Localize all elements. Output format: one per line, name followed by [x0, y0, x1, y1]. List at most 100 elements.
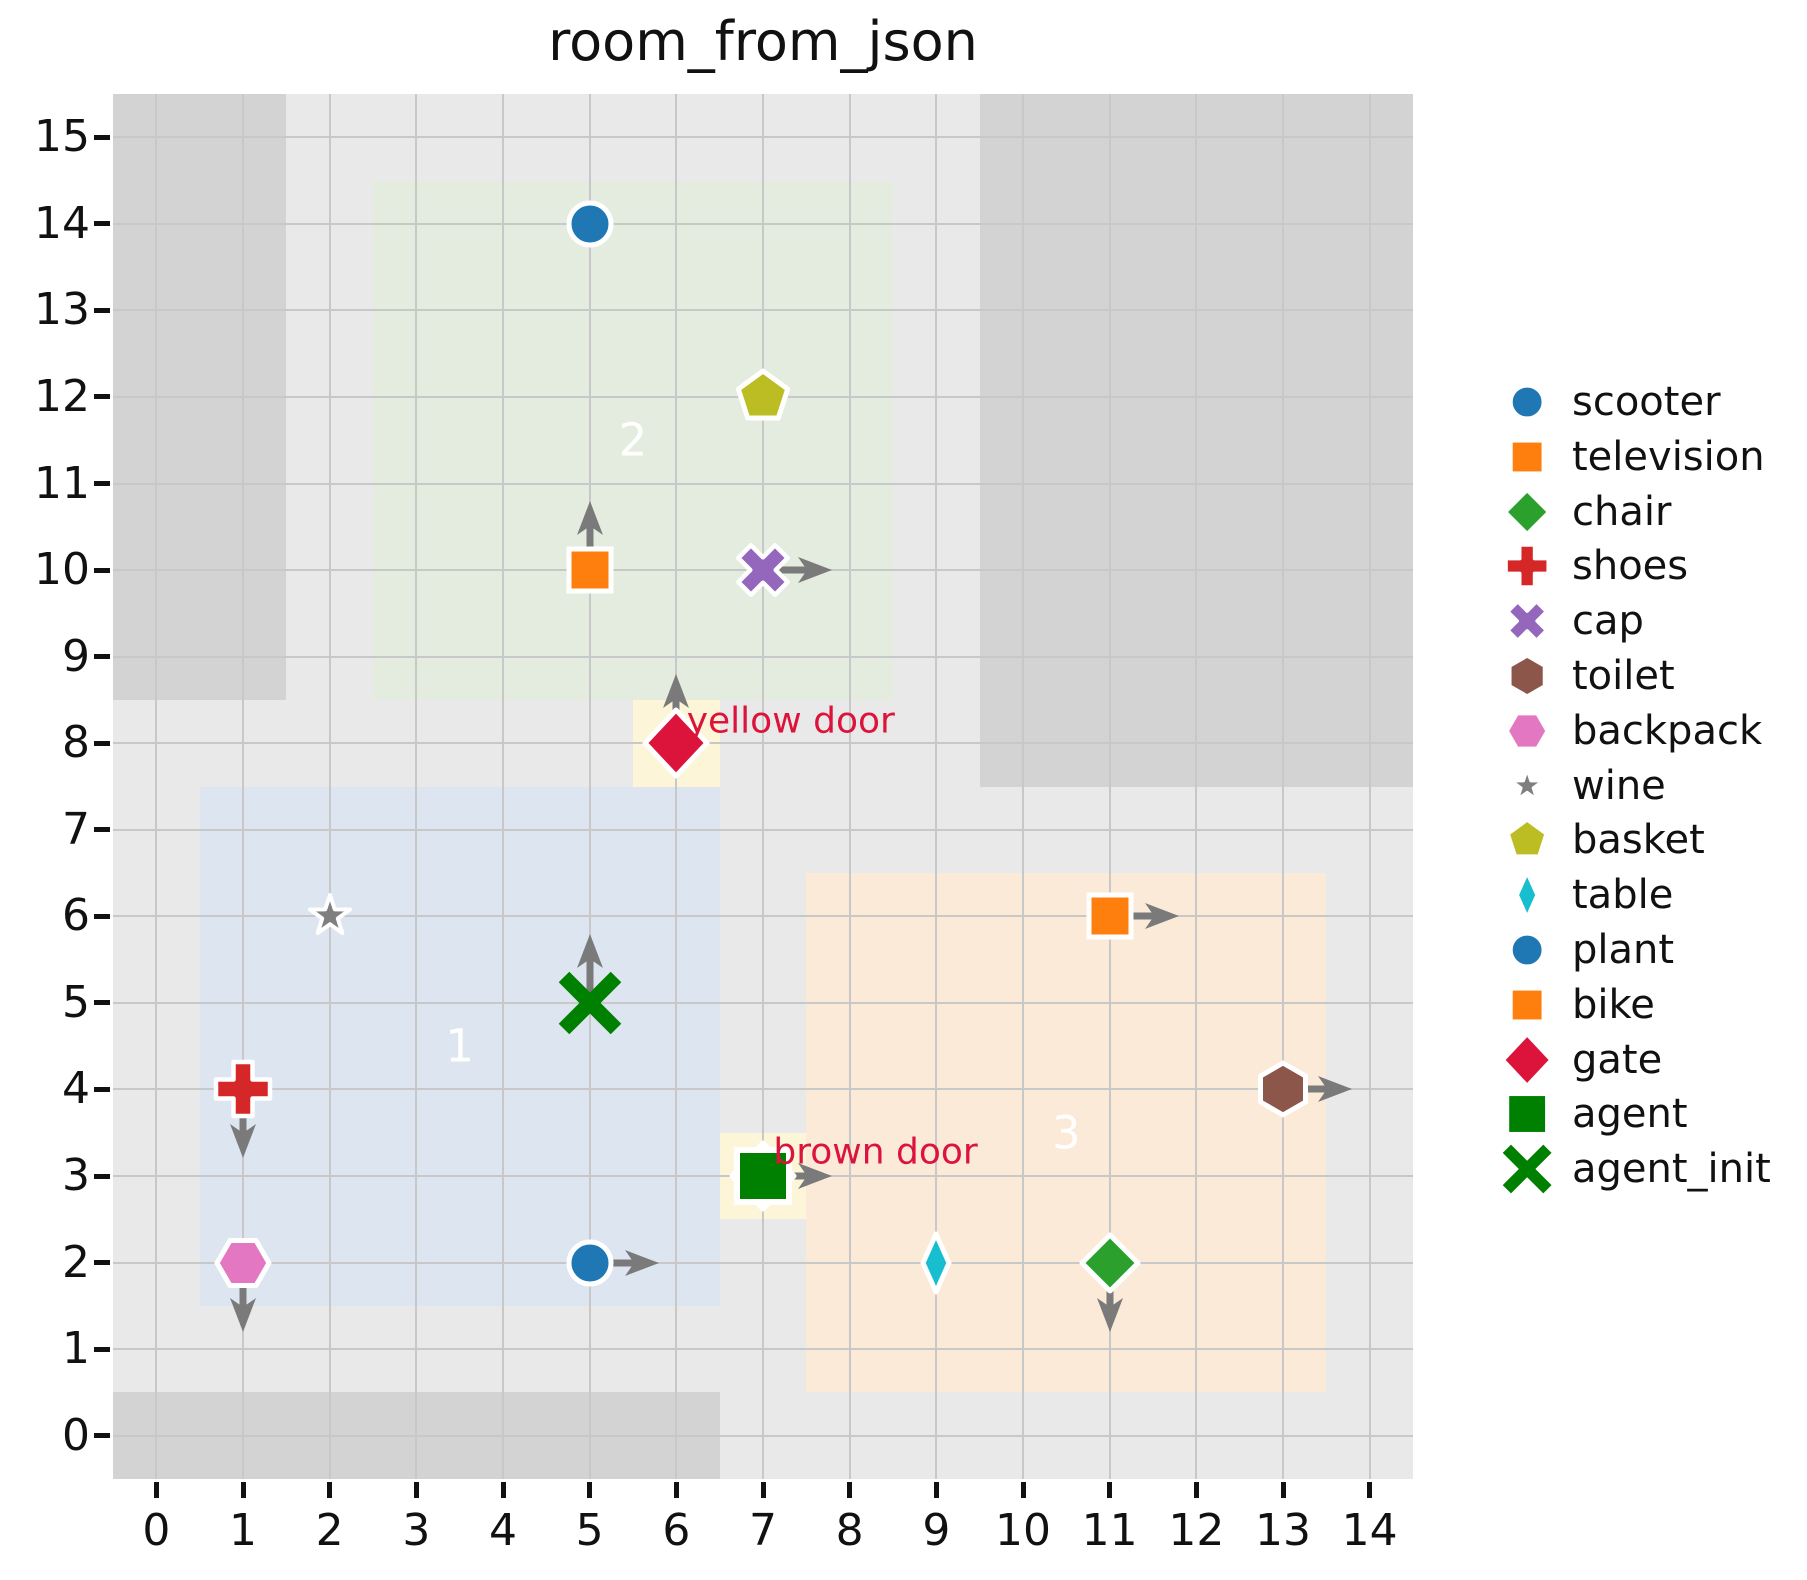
room-number-label: 3: [1052, 1106, 1081, 1160]
legend: scooter television chair shoes cap toilet back…: [1460, 0, 1807, 1580]
y-tick-mark: [94, 307, 110, 313]
y-tick-label: 6: [62, 890, 90, 942]
door-label-yellow-door: yellow door: [686, 700, 895, 742]
y-tick-label: 1: [62, 1323, 90, 1375]
legend-label: bike: [1572, 981, 1655, 1028]
y-tick-mark: [94, 827, 110, 833]
grid-line-horizontal: [113, 222, 1413, 225]
y-tick-mark: [94, 1086, 110, 1092]
marker-backpack-icon: [188, 1208, 298, 1318]
legend-label: table: [1572, 872, 1674, 919]
marker-television-icon: [535, 515, 645, 625]
legend-label: toilet: [1572, 653, 1675, 699]
grid-line-vertical: [1022, 94, 1024, 1479]
legend-label: basket: [1572, 817, 1705, 864]
x-tick-mark: [1107, 1482, 1113, 1498]
marker-shoes-icon: [188, 1034, 298, 1144]
y-tick-label: 15: [34, 111, 90, 163]
x-tick-mark: [500, 1482, 506, 1498]
marker-toilet-icon: [1228, 1034, 1338, 1144]
legend-item-wine: wine: [1460, 758, 1807, 814]
legend-television-icon: [1474, 414, 1560, 500]
plot-area: 1 2 3 yellow door brown door: [113, 94, 1413, 1479]
legend-item-gate: gate: [1460, 1031, 1807, 1088]
room-rect-3: [806, 873, 1327, 1393]
legend-label: agent: [1572, 1091, 1688, 1138]
grid-line-vertical: [1108, 94, 1111, 1479]
marker-scooter-icon: [535, 169, 645, 279]
legend-item-backpack: backpack: [1460, 703, 1807, 759]
legend-gate-icon: [1474, 1017, 1560, 1103]
y-tick-mark: [94, 1433, 110, 1439]
y-tick-label: 7: [62, 803, 90, 855]
grid-line-vertical: [848, 94, 851, 1479]
grid-line-horizontal: [113, 482, 1413, 485]
x-tick-label: 8: [835, 1505, 864, 1556]
legend-label: wine: [1572, 762, 1666, 809]
y-tick-mark: [94, 1346, 110, 1352]
x-tick-mark: [1020, 1482, 1026, 1498]
grid-line-horizontal: [113, 742, 1413, 745]
x-tick-mark: [413, 1482, 419, 1498]
y-tick-mark: [94, 481, 110, 487]
legend-item-chair: chair: [1460, 484, 1807, 540]
legend-label: backpack: [1572, 707, 1763, 754]
y-tick-label: 4: [62, 1063, 90, 1115]
grid-line-vertical: [1282, 94, 1284, 1479]
legend-item-table: table: [1460, 867, 1807, 923]
x-tick-label: 6: [662, 1505, 691, 1556]
x-tick-label: 10: [995, 1505, 1051, 1556]
x-tick-mark: [1280, 1482, 1286, 1498]
grid-line-vertical: [935, 94, 938, 1479]
marker-cap-icon: [708, 515, 818, 625]
y-tick-mark: [94, 394, 110, 400]
grid-line-vertical: [1368, 94, 1371, 1479]
grid-line-vertical: [242, 94, 244, 1479]
y-tick-label: 11: [34, 457, 90, 509]
legend-backpack-icon: [1474, 688, 1560, 774]
marker-table-icon: [881, 1208, 991, 1318]
legend-bike-icon: [1474, 962, 1560, 1048]
marker-basket-icon: [708, 342, 818, 452]
legend-agent_init-icon: [1474, 1126, 1560, 1212]
x-tick-label: 13: [1255, 1505, 1311, 1556]
marker-chair-icon: [1055, 1208, 1165, 1318]
x-tick-mark: [760, 1482, 766, 1498]
legend-item-basket: basket: [1460, 812, 1807, 868]
grid-line-vertical: [588, 94, 591, 1479]
legend-label: plant: [1572, 927, 1675, 973]
legend-item-agent_init: agent_init: [1460, 1141, 1807, 1197]
room-rect-1: [199, 786, 720, 1306]
y-tick-label: 0: [62, 1409, 90, 1461]
grid-line-horizontal: [113, 828, 1413, 831]
legend-label: chair: [1572, 488, 1672, 535]
x-tick-mark: [240, 1482, 246, 1498]
x-tick-label: 14: [1341, 1505, 1398, 1556]
legend-wine-icon: [1474, 743, 1560, 829]
room-number-label: 2: [618, 413, 648, 467]
legend-chair-icon: [1474, 469, 1560, 555]
x-tick-label: 7: [749, 1505, 777, 1556]
legend-table-icon: [1474, 852, 1560, 938]
grid-line-vertical: [1195, 94, 1198, 1479]
legend-label: gate: [1572, 1036, 1663, 1083]
x-tick-label: 1: [229, 1505, 257, 1556]
grid-line-horizontal: [113, 915, 1413, 918]
grid-line-horizontal: [113, 309, 1413, 312]
legend-shoes-icon: [1474, 523, 1560, 609]
x-tick-mark: [1193, 1482, 1199, 1498]
legend-item-shoes: shoes: [1460, 538, 1807, 594]
grid-line-vertical: [155, 94, 158, 1479]
legend-item-scooter: scooter: [1460, 374, 1807, 430]
marker-wine-icon: [275, 861, 385, 971]
legend-label: scooter: [1572, 379, 1721, 425]
grid-line-vertical: [502, 94, 504, 1479]
grid-line-vertical: [415, 94, 418, 1479]
x-tick-mark: [1367, 1482, 1373, 1498]
x-tick-label: 9: [922, 1505, 951, 1556]
x-tick-mark: [673, 1482, 679, 1498]
room-rect-2: [373, 180, 893, 700]
grid-line-vertical: [328, 94, 331, 1479]
legend-label: shoes: [1572, 543, 1689, 590]
